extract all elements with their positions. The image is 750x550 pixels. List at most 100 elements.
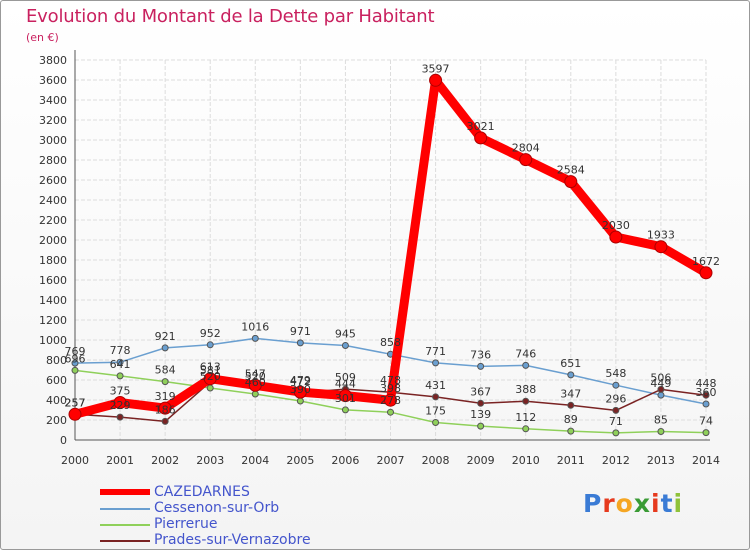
y-tick-label: 2800 [39,154,67,167]
data-label: 1672 [692,255,720,268]
data-label: 460 [245,376,266,389]
data-point [338,389,352,403]
data-point [522,425,530,433]
data-label: 746 [515,347,536,360]
x-tick-label: 2005 [286,454,314,467]
data-point [113,396,127,409]
data-point [474,131,488,145]
data-label: 921 [155,330,176,343]
y-tick-label: 3200 [39,114,67,127]
data-label: 1016 [241,320,269,333]
x-tick-label: 2000 [61,454,89,467]
data-label: 186 [155,403,176,416]
data-point [68,407,82,421]
data-label: 431 [425,379,446,392]
y-tick-label: 600 [46,374,67,387]
y-tick-label: 200 [46,414,67,427]
data-label: 641 [110,358,131,371]
data-point [702,429,710,437]
data-label: 449 [650,377,671,390]
data-label: 229 [110,399,131,412]
proxiti-logo: Proxiti [583,489,683,518]
x-tick-label: 2007 [377,454,405,467]
data-point [71,366,79,374]
x-tick-label: 2006 [331,454,359,467]
data-label: 257 [65,396,86,409]
x-tick-label: 2012 [602,454,630,467]
data-label: 696 [65,352,86,365]
data-label: 769 [65,345,86,358]
data-label: 506 [650,371,671,384]
label-layer: 769 778 921 952 1016 971 945 858 771 736 746 651 548… [65,62,721,428]
legend-item-cessenon-sur-orb[interactable]: Cessenon-sur-Orb [100,500,360,517]
x-tick-label: 2001 [106,454,134,467]
x-tick-label: 2014 [692,454,720,467]
legend-swatch [100,524,150,526]
data-point [206,384,214,392]
data-label: 736 [470,348,491,361]
data-label: 375 [110,385,131,398]
legend-label: Prades-sur-Vernazobre [154,532,311,548]
data-label: 112 [515,411,536,424]
data-label: 548 [605,367,626,380]
x-tick-label: 2010 [512,454,540,467]
data-point [71,359,79,367]
data-point [116,413,124,421]
data-label: 2030 [602,219,630,232]
data-point [387,408,394,416]
legend-swatch [100,489,150,495]
data-label: 1933 [647,229,675,242]
data-point [567,371,575,379]
data-point [432,419,440,426]
data-point [567,427,575,435]
x-tick-label: 2011 [557,454,585,467]
y-tick-label: 1000 [39,334,67,347]
data-label: 613 [200,361,221,374]
data-point [612,406,620,414]
logo-letter: o [615,489,634,518]
legend-item-prades-sur-vernazobre[interactable]: Prades-sur-Vernazobre [100,532,360,549]
y-tick-label: 1800 [39,254,67,267]
data-point [293,385,307,399]
data-point [203,372,217,386]
y-tick-label: 2400 [39,194,67,207]
x-tick-label: 2002 [151,454,179,467]
data-point [384,393,397,407]
data-point [158,401,172,415]
x-tick-label: 2004 [241,454,269,467]
data-point [161,344,169,352]
y-tick-label: 2600 [39,174,67,187]
data-point [116,358,124,366]
y-tick-label: 800 [46,354,67,367]
data-label: 2804 [512,142,540,155]
data-label: 448 [696,377,717,390]
data-label: 520 [200,370,221,383]
legend-label: CAZEDARNES [154,484,250,500]
legend-item-cazedarnes[interactable]: CAZEDARNES [100,484,360,501]
chart-title: Evolution du Montant de la Dette par Hab… [26,6,435,27]
data-label: 520 [245,370,266,383]
data-point [248,378,262,392]
y-tick-label: 400 [46,394,67,407]
data-label: 945 [335,328,356,341]
data-label: 71 [609,415,623,428]
data-label: 858 [380,336,401,349]
data-point [609,230,623,244]
data-label: 472 [290,375,311,388]
logo-letter: i [651,489,661,518]
data-label: 584 [155,364,176,377]
data-point [429,73,443,87]
data-point [161,417,169,425]
data-label: 257 [65,396,86,409]
data-point [519,153,533,167]
y-tick-label: 1200 [39,314,67,327]
data-label: 278 [380,394,401,407]
y-tick-label: 2000 [39,234,67,247]
data-point [564,175,578,189]
data-point [296,397,304,405]
data-label: 3597 [422,62,450,75]
data-point [477,422,485,430]
legend-item-pierrerue[interactable]: Pierrerue [100,516,360,533]
logo-letter: x [633,489,651,518]
data-label: 581 [200,364,221,377]
